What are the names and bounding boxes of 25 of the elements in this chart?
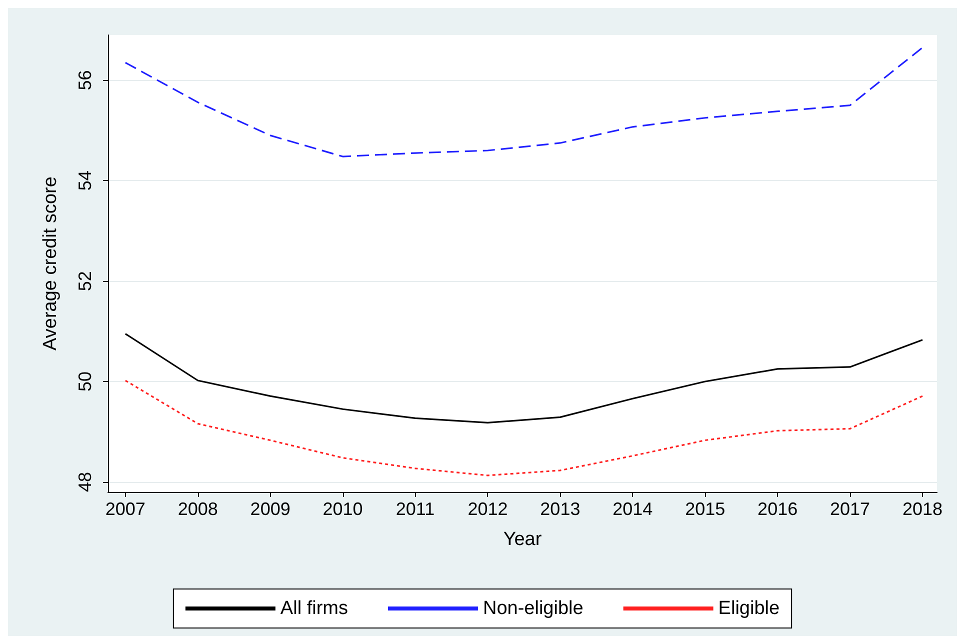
line-series	[124, 46, 924, 158]
x-tick-label: 2017	[830, 499, 870, 519]
x-tick-label: 2009	[250, 499, 290, 519]
x-tick-label: 2015	[685, 499, 726, 519]
x-tick-label: 2010	[322, 499, 363, 519]
x-tick-label: 2013	[540, 499, 580, 519]
y-axis-title: Average credit score	[40, 176, 61, 350]
x-tick-label: 2012	[468, 499, 508, 519]
x-tick-label: 2014	[612, 499, 653, 519]
x-axis-title: Year	[503, 529, 542, 550]
x-tick-label: 2007	[105, 499, 146, 519]
legend-label: Eligible	[718, 598, 780, 619]
legend-label: All firms	[280, 598, 348, 619]
y-tick-label: 54	[75, 170, 95, 191]
y-tick-label: 50	[75, 372, 95, 392]
x-tick-label: 2011	[396, 499, 435, 519]
y-tick-label: 52	[75, 271, 95, 292]
x-tick-label: 2008	[178, 499, 218, 519]
x-tick-label: 2018	[902, 499, 943, 519]
y-tick-label: 48	[75, 472, 95, 492]
line-series	[124, 333, 924, 424]
legend-label: Non-eligible	[482, 598, 584, 619]
x-tick-label: 2016	[758, 499, 798, 519]
line-series	[124, 380, 924, 476]
y-tick-label: 56	[75, 70, 95, 90]
